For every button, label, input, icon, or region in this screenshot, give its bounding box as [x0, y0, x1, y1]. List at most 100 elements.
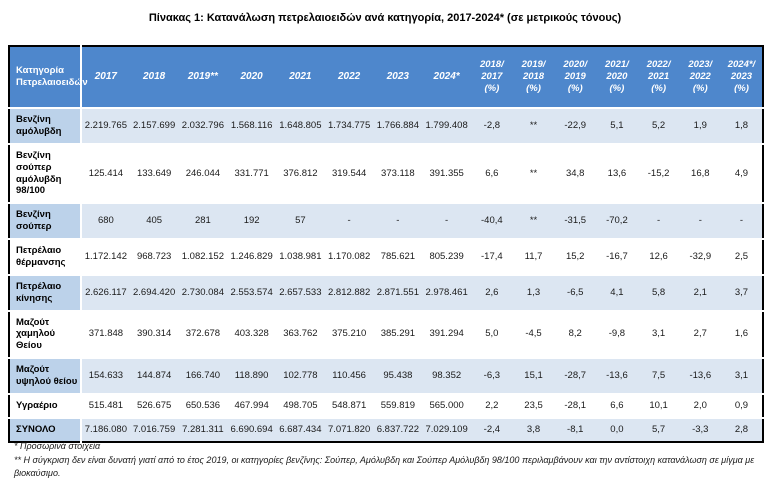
value-cell: 6.837.722 — [373, 417, 423, 442]
value-cell: 1,6 — [721, 310, 763, 360]
value-cell: 11,7 — [512, 239, 555, 276]
category-cell: Μαζούτ χαμηλού Θείου — [9, 310, 82, 360]
value-cell: 391.355 — [422, 143, 471, 205]
value-cell: 2.032.796 — [178, 108, 228, 145]
value-cell: - — [324, 203, 374, 240]
value-cell: 548.871 — [324, 393, 374, 419]
value-cell: 2.219.765 — [81, 108, 130, 145]
value-cell: 3,8 — [512, 417, 555, 442]
value-cell: -16,7 — [596, 239, 638, 276]
value-cell: 1,3 — [512, 274, 555, 312]
value-cell: 3,1 — [637, 310, 680, 360]
value-cell: 15,1 — [512, 358, 555, 395]
pct-header-cell: 2023/ 2022 (%) — [679, 46, 722, 109]
value-cell: 405 — [129, 203, 179, 240]
value-cell: 2,0 — [679, 393, 722, 419]
value-cell: 102.778 — [276, 358, 325, 395]
value-cell: 2.871.551 — [373, 274, 423, 312]
value-cell: 1.734.775 — [324, 108, 374, 145]
value-cell: 2.694.420 — [129, 274, 179, 312]
value-cell: 785.621 — [373, 239, 423, 276]
value-cell: -4,5 — [512, 310, 555, 360]
value-cell: 1.766.884 — [373, 108, 423, 145]
value-cell: 1.648.805 — [276, 108, 325, 145]
table-row: Βενζίνη σούπερ αμόλυβδη 98/100 125.414 133… — [9, 143, 763, 205]
value-cell: -40,4 — [471, 203, 513, 240]
value-cell: 98.352 — [422, 358, 471, 395]
value-cell: 390.314 — [129, 310, 179, 360]
value-cell: - — [679, 203, 722, 240]
value-cell: 559.819 — [373, 393, 423, 419]
value-cell: 7,5 — [637, 358, 680, 395]
pct-header-cell: 2022/ 2021 (%) — [637, 46, 680, 109]
year-header-cell: 2023 — [373, 46, 423, 109]
value-cell: 110.456 — [324, 358, 374, 395]
value-cell: 375.210 — [324, 310, 374, 360]
value-cell: 192 — [227, 203, 276, 240]
value-cell: 1.799.408 — [422, 108, 471, 145]
value-cell: - — [422, 203, 471, 240]
value-cell: -6,5 — [554, 274, 597, 312]
table-header: Κατηγορία Πετρελαιοειδών 2017 2018 2019** 20… — [9, 46, 763, 109]
value-cell: -9,8 — [596, 310, 638, 360]
year-header-cell: 2022 — [324, 46, 374, 109]
value-cell: 385.291 — [373, 310, 423, 360]
value-cell: 144.874 — [129, 358, 179, 395]
value-cell: 319.544 — [324, 143, 374, 205]
header-row: Κατηγορία Πετρελαιοειδών 2017 2018 2019** 20… — [9, 46, 763, 109]
value-cell: -31,5 — [554, 203, 597, 240]
value-cell: 6,6 — [471, 143, 513, 205]
value-cell: 1.038.981 — [276, 239, 325, 276]
value-cell: 2,5 — [721, 239, 763, 276]
value-cell: 467.994 — [227, 393, 276, 419]
value-cell: 0,9 — [721, 393, 763, 419]
category-header-cell: Κατηγορία Πετρελαιοειδών — [9, 46, 88, 109]
value-cell: 515.481 — [81, 393, 130, 419]
value-cell: 2.553.574 — [227, 274, 276, 312]
value-cell: 376.812 — [276, 143, 325, 205]
value-cell: 2.812.882 — [324, 274, 374, 312]
value-cell: 4,9 — [721, 143, 763, 205]
pct-header-cell: 2019/ 2018 (%) — [512, 46, 555, 109]
value-cell: 498.705 — [276, 393, 325, 419]
table-row: Μαζούτ χαμηλού Θείου 371.848 390.314 372.67… — [9, 310, 763, 360]
category-cell: Βενζίνη σούπερ αμόλυβδη 98/100 — [9, 143, 82, 205]
value-cell: 12,6 — [637, 239, 680, 276]
value-cell: 363.762 — [276, 310, 325, 360]
table-row: Υγραέριο 515.481 526.675 650.536 467.994 498.… — [9, 393, 763, 419]
value-cell: -13,6 — [596, 358, 638, 395]
value-cell: 7.071.820 — [324, 417, 374, 442]
value-cell: 2.626.117 — [81, 274, 130, 312]
value-cell: 23,5 — [512, 393, 555, 419]
table-row: Μαζούτ υψηλού θείου 154.633 144.874 166.740… — [9, 358, 763, 395]
total-row: ΣΥΝΟΛΟ 7.186.080 7.016.759 7.281.311 6.690.6… — [9, 417, 763, 442]
value-cell: 526.675 — [129, 393, 179, 419]
value-cell: 15,2 — [554, 239, 597, 276]
year-header-cell: 2020 — [227, 46, 276, 109]
pct-header-cell: 2020/ 2019 (%) — [554, 46, 597, 109]
table-row: Βενζίνη αμόλυβδη 2.219.765 2.157.699 2.032.… — [9, 108, 763, 145]
value-cell: 4,1 — [596, 274, 638, 312]
table-body: Βενζίνη αμόλυβδη 2.219.765 2.157.699 2.032.… — [9, 108, 763, 442]
pct-header-cell: 2024*/ 2023 (%) — [721, 46, 763, 109]
value-cell: 680 — [81, 203, 130, 240]
category-cell: Μαζούτ υψηλού θείου — [9, 358, 82, 395]
value-cell: -2,8 — [471, 108, 513, 145]
value-cell: 371.848 — [81, 310, 130, 360]
value-cell: 118.890 — [227, 358, 276, 395]
value-cell: 10,1 — [637, 393, 680, 419]
value-cell: 805.239 — [422, 239, 471, 276]
category-cell: Βενζίνη αμόλυβδη — [9, 108, 82, 145]
value-cell: 650.536 — [178, 393, 228, 419]
value-cell: -28,1 — [554, 393, 597, 419]
table-title: Πίνακας 1: Κατανάλωση πετρελαιοειδών ανά… — [148, 12, 622, 24]
value-cell: 7.186.080 — [81, 417, 130, 442]
pct-header-cell: 2021/ 2020 (%) — [596, 46, 638, 109]
value-cell: 5,8 — [637, 274, 680, 312]
value-cell: 6,6 — [596, 393, 638, 419]
value-cell: 0,0 — [596, 417, 638, 442]
value-cell: 7.029.109 — [422, 417, 471, 442]
value-cell: -28,7 — [554, 358, 597, 395]
value-cell: -8,1 — [554, 417, 597, 442]
value-cell: 13,6 — [596, 143, 638, 205]
